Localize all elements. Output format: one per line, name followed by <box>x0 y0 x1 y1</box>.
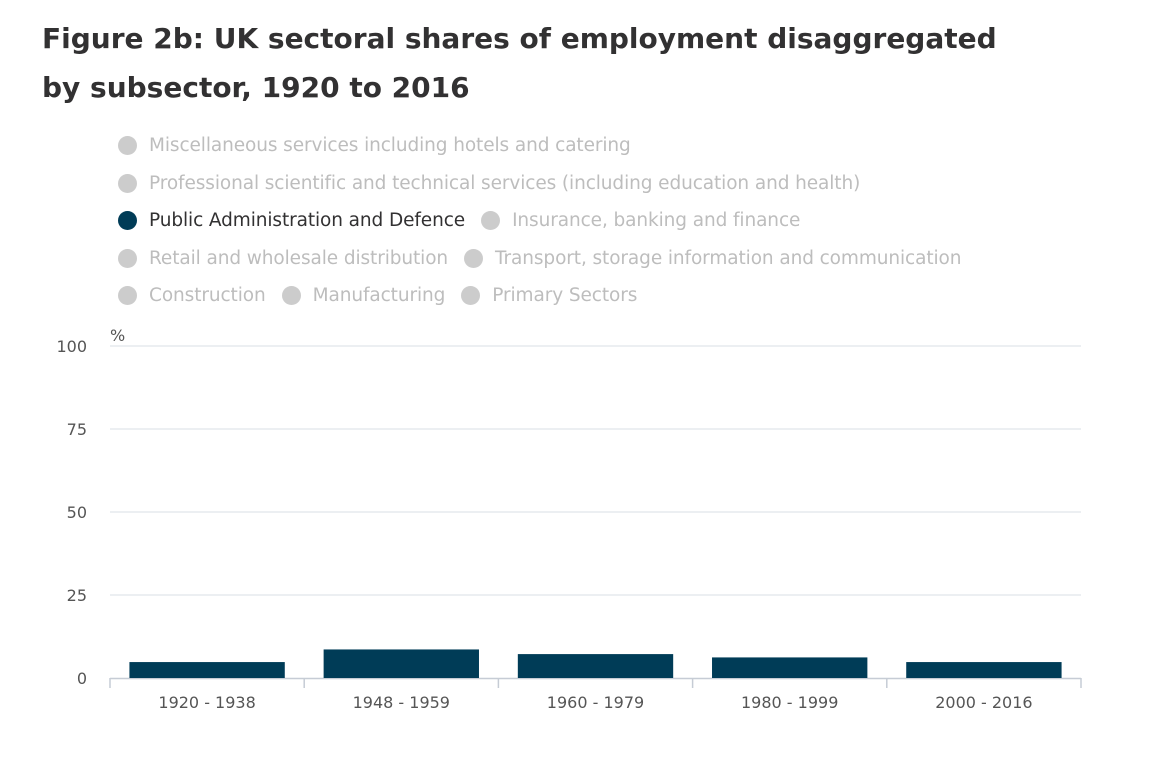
y-axis-label: % <box>110 326 125 345</box>
legend-label: Manufacturing <box>312 285 446 307</box>
legend-dot-icon <box>118 173 137 193</box>
x-tick-label: 2000 - 2016 <box>935 693 1032 712</box>
y-tick-label: 75 <box>67 420 87 439</box>
bar[interactable] <box>129 662 285 678</box>
legend-label: Primary Sectors <box>492 285 638 307</box>
x-tick-label: 1948 - 1959 <box>353 693 450 712</box>
bar[interactable] <box>906 662 1062 678</box>
legend-label: Transport, storage information and commu… <box>495 247 962 269</box>
bar[interactable] <box>712 657 868 678</box>
bar-chart: 0 25 50 75 100% 1920 - 1938 1948 - 1959 1960 - … <box>56 326 1082 712</box>
legend-dot-icon <box>118 211 137 231</box>
legend-dot-icon <box>464 248 484 268</box>
legend-label: Miscellaneous services including hotels … <box>149 135 631 157</box>
y-tick-label: 100 <box>56 337 87 356</box>
legend-row: Professional scientific and technical se… <box>118 165 1018 203</box>
legend-row: Public Administration and Defence Insuran… <box>118 202 1018 240</box>
y-tick-label: 0 <box>77 669 87 688</box>
legend-row: Retail and wholesale distribution Transpo… <box>118 240 1018 278</box>
legend-item[interactable]: Insurance, banking and finance <box>481 210 800 231</box>
legend-dot-icon <box>481 211 501 231</box>
legend-item[interactable]: Manufacturing <box>281 285 446 307</box>
legend-item[interactable]: Professional scientific and technical se… <box>118 173 860 194</box>
y-tick-label: 25 <box>67 586 87 605</box>
bar[interactable] <box>323 649 479 678</box>
legend-item[interactable]: Miscellaneous services including hotels … <box>118 135 631 156</box>
legend-label: Professional scientific and technical se… <box>149 172 861 194</box>
x-tick-label: 1980 - 1999 <box>741 693 838 712</box>
legend-dot-icon <box>118 248 137 268</box>
legend-label: Insurance, banking and finance <box>512 210 801 232</box>
legend-item[interactable]: Transport, storage information and commu… <box>464 248 961 269</box>
legend-label: Public Administration and Defence <box>149 210 466 232</box>
legend-item[interactable]: Retail and wholesale distribution <box>118 248 448 269</box>
legend-dot-icon <box>118 286 137 306</box>
legend-dot-icon <box>281 286 301 306</box>
bar[interactable] <box>517 654 674 678</box>
legend-row: Construction Manufacturing Primary Sectors <box>118 277 1018 315</box>
legend-dot-icon <box>118 136 137 156</box>
legend: Miscellaneous services including hotels … <box>118 127 1018 315</box>
legend-item[interactable]: Primary Sectors <box>461 285 637 306</box>
legend-dot-icon <box>461 286 481 306</box>
legend-row: Miscellaneous services including hotels … <box>118 127 1018 165</box>
legend-label: Construction <box>149 285 266 307</box>
legend-item[interactable]: Public Administration and Defence <box>118 210 465 231</box>
legend-item[interactable]: Construction <box>118 285 266 306</box>
legend-label: Retail and wholesale distribution <box>149 247 449 269</box>
chart-title: Figure 2b: UK sectoral shares of employm… <box>42 22 997 104</box>
x-tick-label: 1960 - 1979 <box>547 693 644 712</box>
y-tick-label: 50 <box>67 503 87 522</box>
x-tick-label: 1920 - 1938 <box>158 693 255 712</box>
